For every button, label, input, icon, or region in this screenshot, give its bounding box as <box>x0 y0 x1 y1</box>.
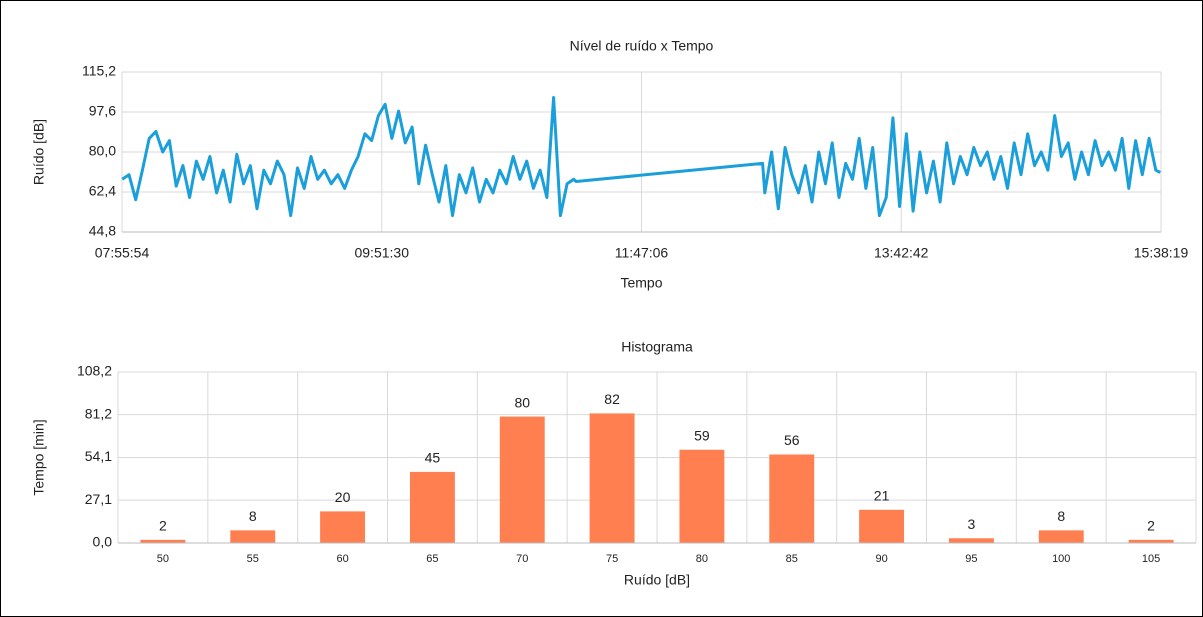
x-tick-label: 80 <box>696 553 708 565</box>
value-label: 20 <box>335 489 351 505</box>
x-tick-label: 13:42:42 <box>874 245 929 261</box>
x-tick-label: 11:47:06 <box>615 245 669 261</box>
bar <box>320 511 366 543</box>
x-axis-label: Ruído [dB] <box>624 572 690 588</box>
chart-title: Nível de ruído x Tempo <box>570 38 714 54</box>
noise-line <box>121 96 1161 218</box>
bar <box>1038 530 1084 543</box>
value-label: 21 <box>874 488 890 504</box>
x-tick-label: 55 <box>247 553 259 565</box>
y-axis-label: Ruído [dB] <box>31 119 47 185</box>
value-label: 59 <box>694 427 710 443</box>
value-label: 2 <box>1147 518 1155 534</box>
x-tick-label: 15:38:19 <box>1134 245 1189 261</box>
bar <box>140 539 186 543</box>
value-label: 3 <box>968 516 976 532</box>
x-tick-label: 100 <box>1052 553 1070 565</box>
bar <box>948 538 994 543</box>
y-tick-label: 115,2 <box>82 63 116 79</box>
value-label: 8 <box>1057 508 1065 524</box>
value-label: 56 <box>784 432 800 448</box>
x-tick-label: 65 <box>426 553 438 565</box>
bar <box>769 454 815 543</box>
x-tick-label: 95 <box>965 553 977 565</box>
x-tick-label: 70 <box>516 553 528 565</box>
x-axis-label: Tempo <box>620 275 662 291</box>
y-tick-label: 97,6 <box>89 103 116 119</box>
y-tick-label: 54,1 <box>85 448 112 464</box>
x-tick-label: 85 <box>786 553 798 565</box>
bar <box>1128 539 1174 543</box>
y-tick-label: 44,8 <box>89 223 116 239</box>
bar <box>499 416 545 543</box>
value-label: 45 <box>425 450 441 466</box>
value-label: 80 <box>514 394 530 410</box>
x-tick-label: 09:51:30 <box>354 245 409 261</box>
bar <box>409 471 455 543</box>
bar <box>230 530 276 543</box>
bar <box>589 413 635 543</box>
x-tick-label: 07:55:54 <box>95 245 150 261</box>
y-tick-label: 0,0 <box>93 534 113 550</box>
x-tick-label: 75 <box>606 553 618 565</box>
value-label: 8 <box>249 508 257 524</box>
x-tick-label: 60 <box>336 553 348 565</box>
x-tick-label: 50 <box>157 553 169 565</box>
y-tick-label: 108,2 <box>77 363 112 379</box>
y-tick-label: 27,1 <box>85 491 112 507</box>
y-tick-label: 80,0 <box>89 143 116 159</box>
x-tick-label: 105 <box>1142 553 1160 565</box>
y-axis-label: Tempo [min] <box>31 419 47 495</box>
x-tick-label: 90 <box>875 553 887 565</box>
chart-title: Histograma <box>621 339 693 355</box>
y-tick-label: 81,2 <box>85 405 112 421</box>
y-tick-label: 62,4 <box>89 183 116 199</box>
value-label: 2 <box>159 518 167 534</box>
value-label: 82 <box>604 391 620 407</box>
bar <box>859 509 905 543</box>
bar <box>679 449 725 543</box>
